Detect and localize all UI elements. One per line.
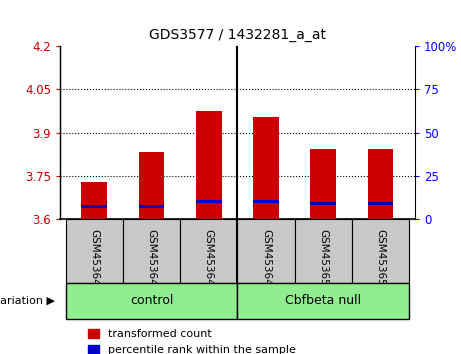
Bar	[310, 149, 336, 219]
FancyBboxPatch shape	[180, 219, 237, 283]
Bar	[310, 202, 336, 205]
Bar	[139, 205, 165, 208]
Bar	[82, 205, 107, 208]
Bar	[196, 200, 222, 203]
Bar	[82, 182, 107, 219]
Text: genotype/variation ▶: genotype/variation ▶	[0, 296, 55, 306]
FancyBboxPatch shape	[352, 219, 409, 283]
Text: GSM453650: GSM453650	[318, 229, 328, 292]
Title: GDS3577 / 1432281_a_at: GDS3577 / 1432281_a_at	[149, 28, 326, 42]
Text: GSM453651: GSM453651	[376, 229, 385, 292]
Text: GSM453648: GSM453648	[147, 229, 157, 292]
Bar	[368, 202, 393, 205]
Text: Cbfbeta null: Cbfbeta null	[285, 295, 361, 307]
Bar	[368, 149, 393, 219]
FancyBboxPatch shape	[65, 219, 123, 283]
Bar	[65, 283, 237, 319]
FancyBboxPatch shape	[295, 219, 352, 283]
FancyBboxPatch shape	[237, 219, 295, 283]
Bar	[237, 283, 409, 319]
Text: GSM453649: GSM453649	[204, 229, 214, 292]
Bar	[139, 152, 165, 219]
FancyBboxPatch shape	[123, 219, 180, 283]
Legend: transformed count, percentile rank within the sample: transformed count, percentile rank withi…	[83, 324, 300, 354]
Text: GSM453646: GSM453646	[89, 229, 99, 292]
Text: control: control	[130, 295, 173, 307]
Bar	[196, 111, 222, 219]
Bar	[253, 200, 279, 203]
Bar	[253, 117, 279, 219]
Text: GSM453647: GSM453647	[261, 229, 271, 292]
